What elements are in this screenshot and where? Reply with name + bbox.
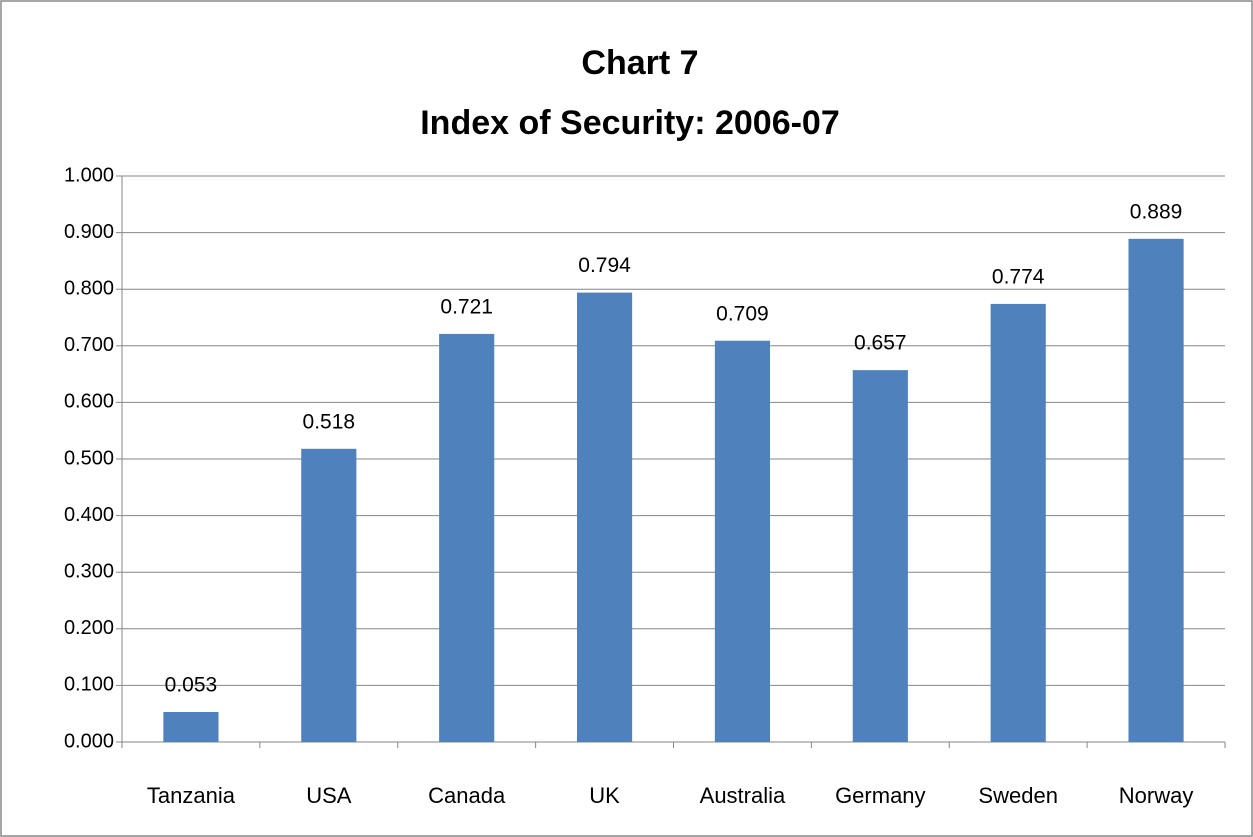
y-tick-label: 0.400 xyxy=(64,504,114,526)
bar xyxy=(163,712,219,742)
data-label: 0.053 xyxy=(165,674,218,697)
bar xyxy=(990,303,1046,742)
data-label: 0.794 xyxy=(578,254,631,277)
y-tick-label: 1.000 xyxy=(64,164,114,186)
x-tick-label: Norway xyxy=(1119,783,1194,808)
x-tick-label: Germany xyxy=(835,783,925,808)
y-tick-label: 0.600 xyxy=(64,391,114,413)
bar xyxy=(1128,238,1184,743)
y-tick-label: 0.500 xyxy=(64,447,114,469)
y-tick-label: 0.200 xyxy=(64,617,114,639)
x-tick-label: Tanzania xyxy=(147,783,236,808)
data-label: 0.657 xyxy=(854,332,907,355)
data-label: 0.721 xyxy=(440,295,493,318)
chart-title: Chart 7 xyxy=(581,44,698,82)
y-tick-label: 0.900 xyxy=(64,221,114,243)
bar xyxy=(439,333,495,742)
y-tick-label: 0.700 xyxy=(64,334,114,356)
bar xyxy=(852,370,908,742)
data-label: 0.889 xyxy=(1130,200,1183,223)
y-tick-label: 0.100 xyxy=(64,674,114,696)
bar xyxy=(714,340,771,742)
x-tick-label: Australia xyxy=(700,783,786,808)
y-tick-label: 0.300 xyxy=(64,560,114,582)
x-tick-label: USA xyxy=(306,783,352,808)
data-label: 0.774 xyxy=(992,265,1045,288)
data-label: 0.518 xyxy=(303,410,356,433)
x-tick-label: Canada xyxy=(428,783,506,808)
x-tick-label: UK xyxy=(589,783,620,808)
bar xyxy=(576,292,633,742)
data-label: 0.709 xyxy=(716,302,769,325)
chart-title: Index of Security: 2006-07 xyxy=(420,104,840,142)
y-tick-label: 0.000 xyxy=(64,730,114,752)
bar xyxy=(301,448,357,742)
y-tick-label: 0.800 xyxy=(64,277,114,299)
x-tick-label: Sweden xyxy=(978,783,1058,808)
